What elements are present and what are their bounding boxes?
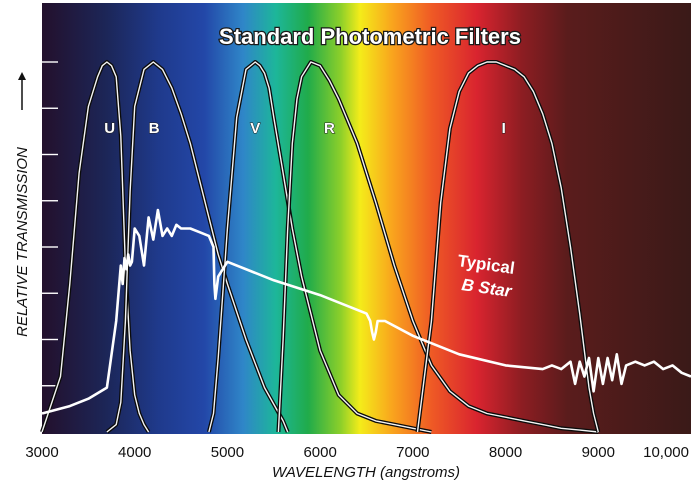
y-axis-label: RELATIVE TRANSMISSION [14, 147, 31, 337]
star-spectrum-line [41, 208, 692, 415]
filter-curves [40, 60, 601, 434]
filter-r-curve [277, 61, 599, 433]
x-tick-label-9000: 9000 [582, 444, 615, 461]
x-tick-label-8000: 8000 [489, 444, 522, 461]
x-tick-label-10000: 10,000 [643, 444, 689, 461]
y-axis-arrow [18, 72, 26, 110]
filter-u-curve [41, 61, 150, 433]
x-axis-label: WAVELENGTH (angstroms) [272, 464, 460, 481]
filter-v-curve [208, 61, 432, 433]
star-spectrum [41, 208, 692, 415]
band-label-u: U [104, 120, 115, 137]
x-tick-label-5000: 5000 [211, 444, 244, 461]
plot-background [42, 3, 691, 434]
band-label-i: I [502, 120, 506, 137]
x-tick-labels: 3000 4000 5000 6000 7000 8000 9000 10,000 [25, 444, 689, 461]
band-label-r: R [324, 120, 335, 137]
filter-b-curve [106, 61, 289, 433]
x-tick-label-4000: 4000 [118, 444, 151, 461]
band-label-b: B [149, 120, 160, 137]
y-axis-label-group: RELATIVE TRANSMISSION [14, 72, 31, 337]
chart-title: Standard Photometric Filters [219, 24, 521, 49]
x-tick-label-6000: 6000 [303, 444, 336, 461]
x-tick-label-3000: 3000 [25, 444, 58, 461]
y-axis-ticks [42, 61, 58, 387]
x-tick-label-7000: 7000 [396, 444, 429, 461]
filter-i-curve [416, 61, 599, 433]
band-label-v: V [250, 120, 260, 137]
